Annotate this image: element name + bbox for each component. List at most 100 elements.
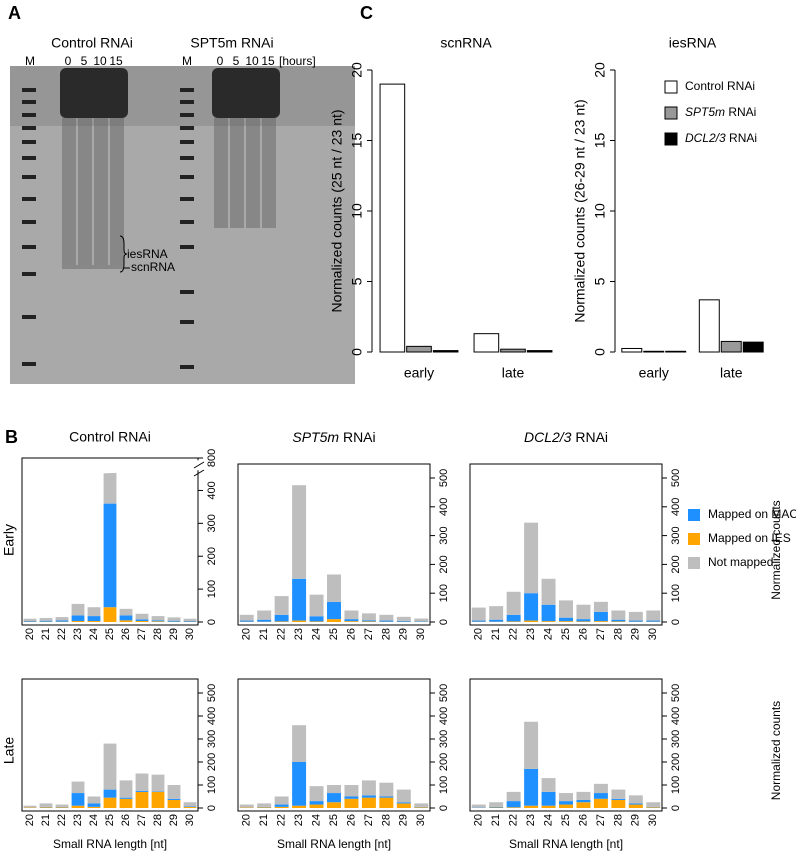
chart-title: iesRNA [669, 35, 717, 51]
bar-segment [628, 803, 643, 805]
bar-segment [327, 619, 341, 622]
bar-segment [135, 773, 149, 791]
bar-segment [71, 621, 85, 622]
bar-segment [396, 802, 411, 804]
plot-frame [21, 457, 199, 626]
bar-segment [39, 618, 53, 621]
gel-band-label: iesRNA [127, 247, 168, 261]
axis-break-mark [193, 469, 205, 477]
bar-segment [292, 485, 307, 579]
bar-segment [559, 801, 573, 805]
x-tick-label: 27 [136, 628, 148, 640]
y-tick-label: 400 [438, 707, 450, 725]
gel-image [10, 66, 355, 384]
bar-segment [292, 620, 307, 622]
x-tick-label: 26 [120, 628, 132, 640]
bar-segment [87, 796, 101, 804]
legend-label: Mapped on IES [708, 531, 791, 545]
y-tick-label: 0 [592, 348, 608, 356]
y-axis-label: Normalized counts [769, 500, 783, 599]
x-tick-label: 26 [345, 814, 357, 826]
x-tick-label: 30 [415, 814, 427, 826]
bar-segment [593, 783, 608, 794]
bar-segment [646, 610, 661, 621]
gel-hour-label: 0 [217, 54, 224, 68]
x-tick-label: 26 [577, 814, 589, 826]
y-tick-label: 10 [592, 203, 608, 219]
bar-segment [103, 607, 117, 622]
x-tick-label: 23 [72, 814, 84, 826]
bar-segment [151, 774, 165, 792]
y-tick-label: 0 [206, 805, 218, 811]
y-tick-label: 200 [670, 555, 682, 573]
bar-segment [489, 619, 504, 622]
bar-segment [414, 621, 429, 622]
gel-group-label: SPT5m RNAi [190, 35, 273, 51]
x-tick-label: 25 [328, 628, 340, 640]
y-tick-label: 300 [206, 514, 218, 532]
plot-frame [469, 678, 663, 812]
bar-segment [23, 805, 37, 808]
x-tick-label: 21 [40, 814, 52, 826]
chart-title: SPT5m RNAi [292, 429, 375, 445]
bar-segment [611, 621, 626, 622]
x-tick-label: 27 [363, 628, 375, 640]
y-tick-label: 15 [592, 133, 608, 149]
bar-segment [524, 620, 539, 622]
bar-segment [39, 620, 53, 622]
bar-segment [396, 616, 411, 621]
x-tick-label: 30 [184, 628, 196, 640]
legend-swatch [688, 533, 700, 545]
bar-segment [239, 804, 254, 808]
bar [500, 348, 526, 353]
bar-segment [361, 795, 376, 798]
legend-label: Mapped on MAC [708, 507, 796, 521]
bar-segment [593, 798, 608, 808]
x-tick-label: 20 [241, 814, 253, 826]
y-tick-label: 20 [592, 62, 608, 78]
bar-segment [524, 805, 539, 808]
bar-segment [274, 596, 289, 615]
bar-segment [55, 807, 69, 808]
bar-segment [628, 795, 643, 804]
bar-segment [524, 768, 539, 806]
y-tick-label: 300 [438, 730, 450, 748]
x-tick-label: 28 [380, 628, 392, 640]
bar-segment [274, 614, 289, 622]
bar-segment [309, 801, 324, 805]
bar-segment [87, 607, 101, 617]
bar-segment [119, 615, 133, 621]
x-tick-label: 23 [293, 814, 305, 826]
x-tick-label: 27 [595, 814, 607, 826]
bar-segment [274, 806, 289, 808]
bar-segment [361, 780, 376, 796]
x-axis-label: Small RNA length [nt] [509, 837, 623, 851]
plot-frame [237, 463, 431, 626]
x-tick-label: 22 [508, 814, 520, 826]
gel-hour-unit: [hours] [279, 54, 316, 68]
bar-segment [576, 799, 591, 803]
gel-hour-label: 10 [93, 54, 107, 68]
bar-segment [628, 620, 643, 622]
bar-segment [23, 621, 37, 622]
gel-band-label: scnRNA [131, 260, 175, 274]
gel-hour-label: 15 [109, 54, 123, 68]
x-tick-label: 29 [398, 628, 410, 640]
y-tick-label: 200 [438, 753, 450, 771]
bar-segment [257, 610, 272, 620]
bar-segment [257, 803, 272, 807]
x-tick-label: 24 [88, 814, 100, 826]
bar-segment [524, 593, 539, 621]
bar-segment [576, 604, 591, 620]
gel-hour-label: 5 [81, 54, 88, 68]
bar-segment [396, 620, 411, 622]
bar [643, 350, 665, 353]
bar-segment [611, 789, 626, 799]
x-tick-label: 22 [276, 814, 288, 826]
legend-swatch [688, 509, 700, 521]
bar [473, 333, 500, 353]
bar-segment [344, 796, 359, 799]
bar-segment [167, 798, 181, 800]
bar [406, 345, 432, 353]
